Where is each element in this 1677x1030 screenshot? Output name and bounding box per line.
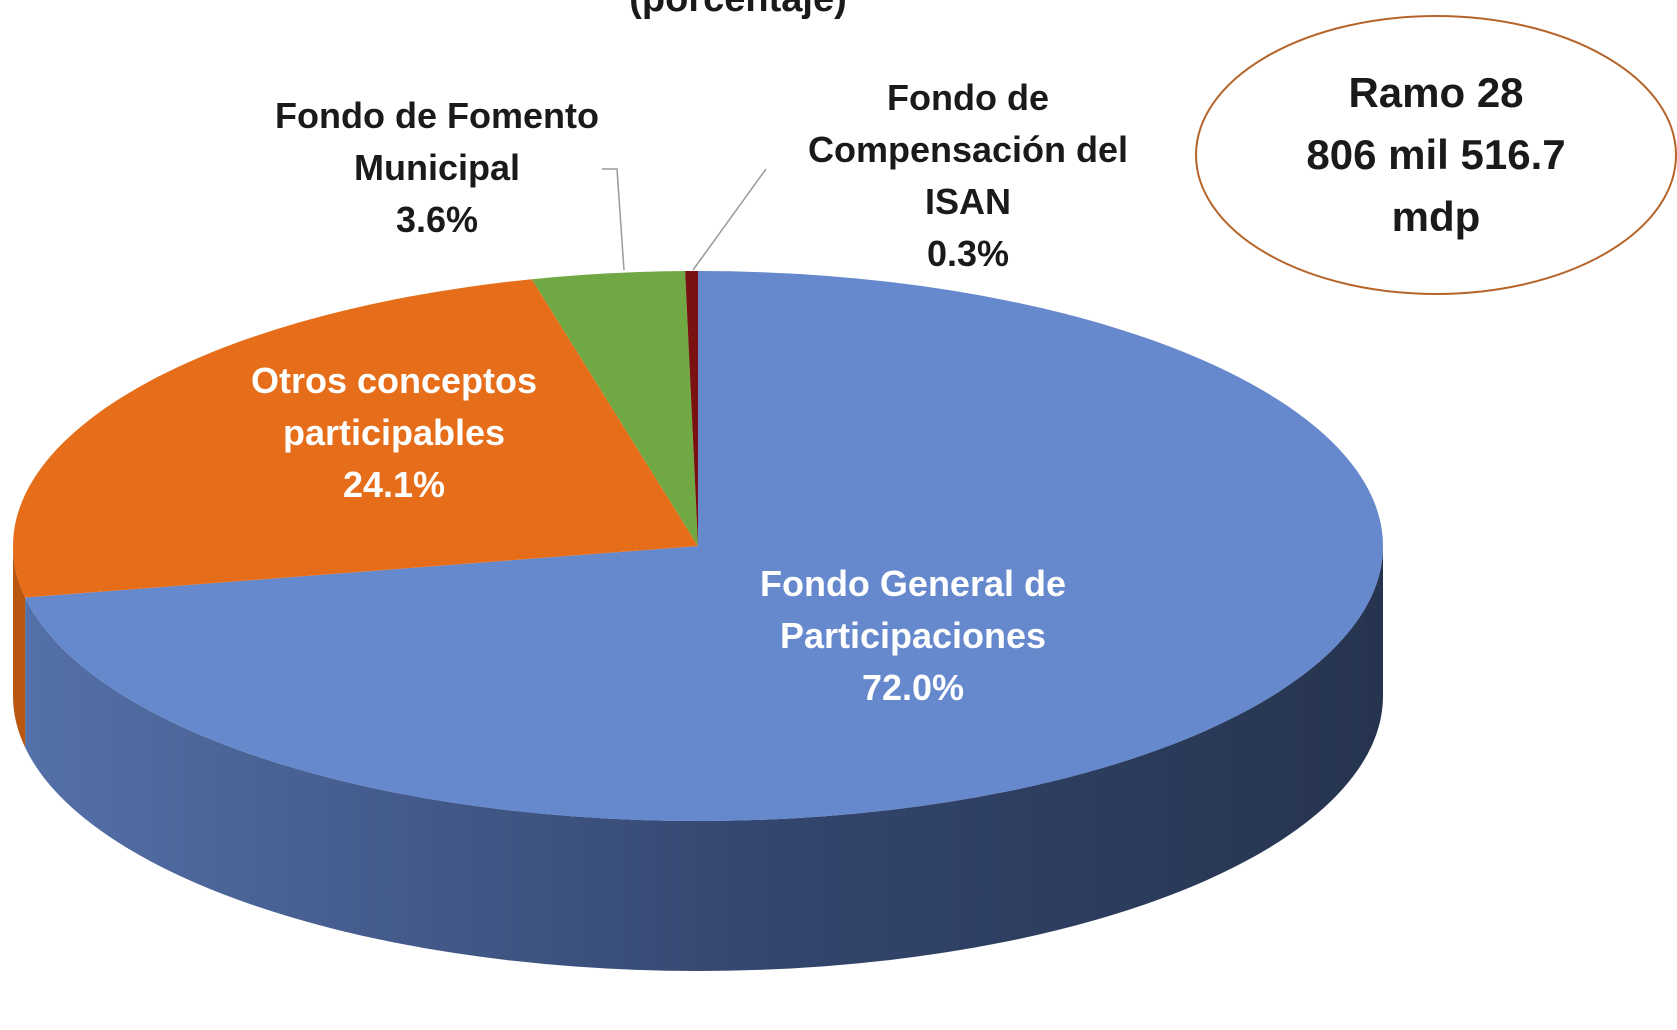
value-label: 24.1% [342, 464, 446, 505]
data-label: Otros conceptos participables 24.1% [224, 355, 564, 511]
annotation: Ramo 28 806 mil 516.7 mdp [1306, 62, 1565, 248]
leader-line [692, 168, 767, 271]
value-label: 3.6% [395, 199, 479, 240]
data-label: Fondo de Compensación del ISAN 0.3% [778, 72, 1158, 280]
leader-line [602, 168, 625, 271]
category-label: Otros conceptos participables [250, 360, 538, 453]
value-label: 72.0% [861, 667, 965, 708]
slice [531, 271, 698, 546]
slice [25, 271, 1384, 821]
slice [685, 271, 698, 546]
category-label: Fondo General de Participaciones [759, 563, 1067, 656]
value-label: 0.3% [926, 233, 1010, 274]
slice-side [13, 546, 26, 748]
annotation-line: mdp [1391, 193, 1481, 240]
slice-side [25, 546, 1384, 971]
subtitle: (porcentaje) [629, 0, 846, 21]
category-label: Fondo de Compensación del ISAN [807, 77, 1129, 222]
slice [13, 279, 699, 598]
data-label: Fondo General de Participaciones 72.0% [713, 558, 1113, 714]
annotation-line: 806 mil 516.7 [1306, 131, 1566, 178]
category-label: Fondo de Fomento Municipal [275, 95, 599, 188]
annotation-ellipse [1195, 15, 1677, 295]
annotation-line: Ramo 28 [1348, 69, 1524, 116]
data-label: Fondo de Fomento Municipal 3.6% [247, 90, 627, 246]
